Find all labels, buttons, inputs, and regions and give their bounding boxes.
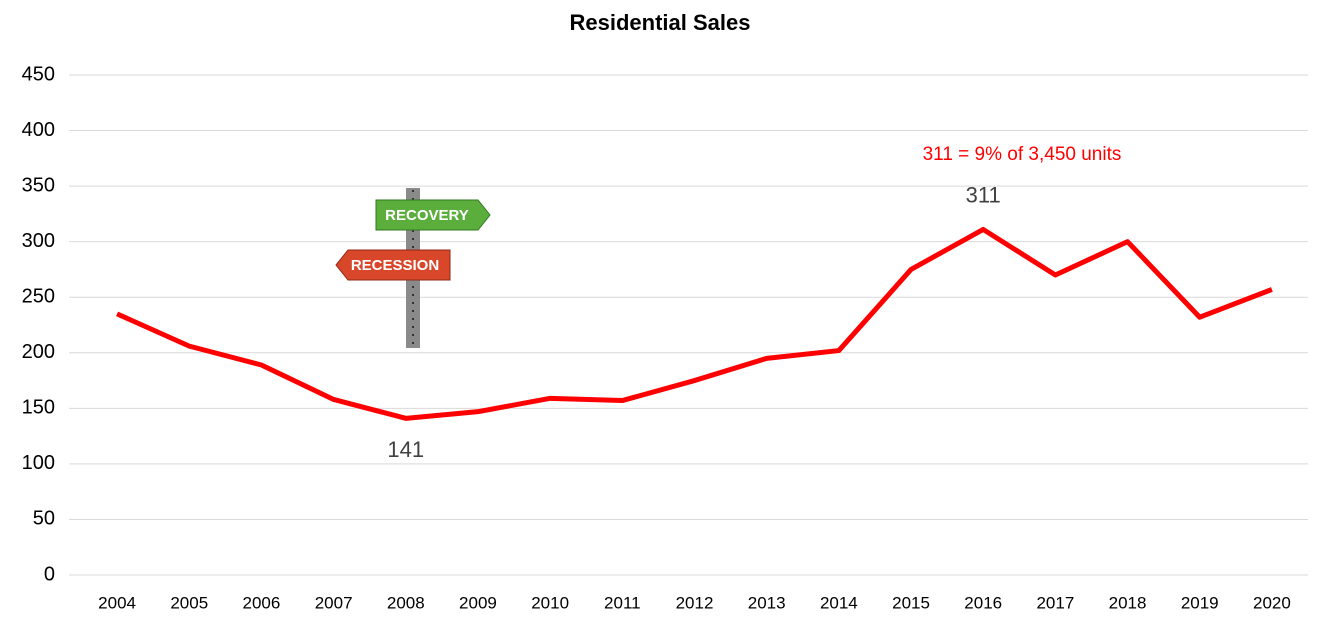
x-tick-label: 2013 bbox=[748, 593, 786, 612]
x-tick-label: 2009 bbox=[459, 593, 497, 612]
annotation: 311 = 9% of 3,450 units bbox=[923, 144, 1122, 165]
y-tick-label: 50 bbox=[33, 508, 55, 530]
signpost: RECOVERY RECESSION bbox=[335, 188, 491, 348]
x-tick-label: 2014 bbox=[820, 593, 858, 612]
sign-recession bbox=[335, 249, 451, 281]
x-tick-label: 2019 bbox=[1181, 593, 1219, 612]
x-tick-label: 2017 bbox=[1036, 593, 1074, 612]
x-tick-label: 2011 bbox=[604, 593, 641, 612]
x-tick-label: 2012 bbox=[676, 593, 714, 612]
x-tick-label: 2020 bbox=[1253, 593, 1291, 612]
y-tick-label: 250 bbox=[22, 286, 55, 308]
y-tick-label: 200 bbox=[22, 341, 55, 363]
data-label: 311 bbox=[966, 182, 1001, 207]
x-tick-label: 2010 bbox=[531, 593, 569, 612]
data-label: 141 bbox=[387, 437, 424, 462]
y-tick-label: 350 bbox=[22, 174, 55, 196]
x-tick-label: 2018 bbox=[1109, 593, 1147, 612]
chart-title: Residential Sales bbox=[570, 10, 751, 35]
x-tick-label: 2004 bbox=[98, 593, 136, 612]
sign-label: RECOVERY bbox=[385, 207, 469, 224]
x-tick-label: 2006 bbox=[243, 593, 281, 612]
x-tick-label: 2007 bbox=[315, 593, 353, 612]
line-series bbox=[116, 226, 1273, 421]
grid bbox=[69, 74, 1308, 576]
y-tick-label: 400 bbox=[22, 119, 55, 141]
x-tick-label: 2015 bbox=[892, 593, 930, 612]
y-tick-label: 300 bbox=[22, 230, 55, 252]
y-tick-label: 150 bbox=[22, 397, 55, 419]
y-tick-label: 450 bbox=[22, 63, 55, 85]
y-tick-label: 0 bbox=[44, 563, 55, 585]
sign-label: RECESSION bbox=[351, 257, 439, 274]
x-tick-label: 2008 bbox=[387, 593, 425, 612]
y-tick-label: 100 bbox=[22, 452, 55, 474]
sign-recovery bbox=[375, 199, 491, 231]
x-tick-label: 2016 bbox=[964, 593, 1002, 612]
x-tick-label: 2005 bbox=[170, 593, 208, 612]
